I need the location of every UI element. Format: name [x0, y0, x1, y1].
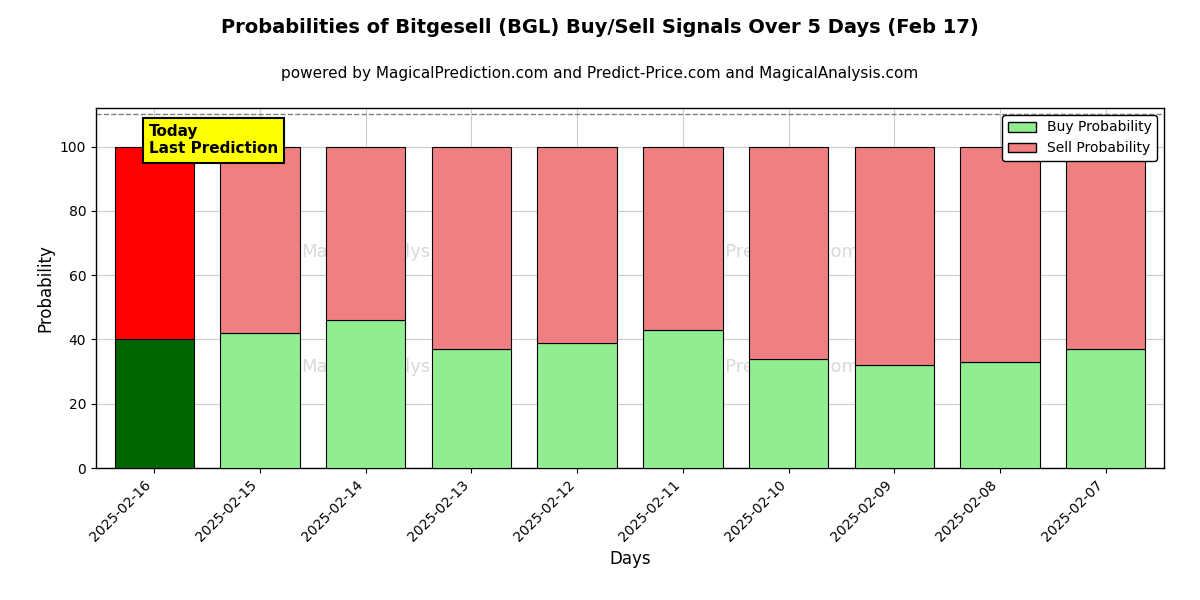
- Text: MagicalAnalysis.com: MagicalAnalysis.com: [301, 243, 488, 261]
- Bar: [854, 365, 934, 468]
- Bar: [960, 362, 1039, 468]
- Y-axis label: Probability: Probability: [36, 244, 54, 332]
- X-axis label: Days: Days: [610, 550, 650, 568]
- Text: MagicalAnalysis.com: MagicalAnalysis.com: [301, 358, 488, 376]
- Bar: [538, 146, 617, 343]
- Bar: [749, 359, 828, 468]
- Bar: [114, 340, 194, 468]
- Legend: Buy Probability, Sell Probability: Buy Probability, Sell Probability: [1002, 115, 1157, 161]
- Bar: [326, 320, 406, 468]
- Bar: [749, 146, 828, 359]
- Text: Probabilities of Bitgesell (BGL) Buy/Sell Signals Over 5 Days (Feb 17): Probabilities of Bitgesell (BGL) Buy/Sel…: [221, 18, 979, 37]
- Bar: [221, 146, 300, 333]
- Bar: [854, 146, 934, 365]
- Bar: [221, 333, 300, 468]
- Bar: [432, 146, 511, 349]
- Text: MagicalPrediction.com: MagicalPrediction.com: [656, 358, 859, 376]
- Bar: [1066, 349, 1146, 468]
- Text: Today
Last Prediction: Today Last Prediction: [149, 124, 278, 157]
- Bar: [432, 349, 511, 468]
- Bar: [960, 146, 1039, 362]
- Bar: [643, 146, 722, 330]
- Text: powered by MagicalPrediction.com and Predict-Price.com and MagicalAnalysis.com: powered by MagicalPrediction.com and Pre…: [281, 66, 919, 81]
- Bar: [1066, 146, 1146, 349]
- Bar: [643, 330, 722, 468]
- Text: MagicalPrediction.com: MagicalPrediction.com: [656, 243, 859, 261]
- Bar: [538, 343, 617, 468]
- Bar: [326, 146, 406, 320]
- Bar: [114, 146, 194, 340]
